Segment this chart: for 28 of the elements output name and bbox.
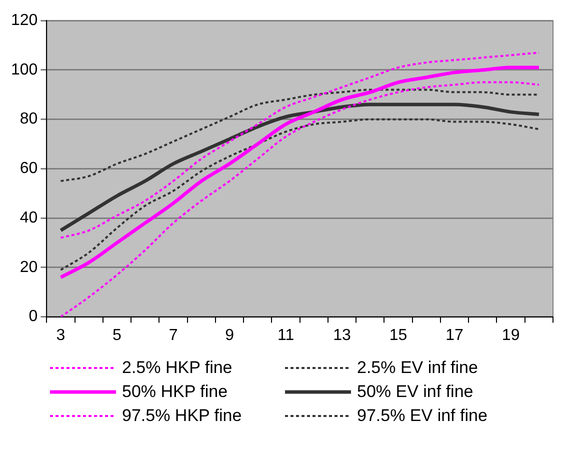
- line-series: [59, 66, 541, 280]
- x-tick-label: 3: [56, 326, 66, 344]
- legend-label: 97.5% EV inf fine: [357, 406, 488, 426]
- line-series: [60, 81, 540, 317]
- y-tick-label: 100: [10, 61, 38, 78]
- line-series: [60, 118, 540, 271]
- x-tick-label: 7: [168, 326, 178, 344]
- y-tick-label: 120: [10, 12, 38, 30]
- y-tick-label: 20: [20, 258, 38, 276]
- x-tick-label: 17: [446, 326, 464, 344]
- x-tick-label: 19: [502, 326, 520, 344]
- x-tick-label: 5: [112, 326, 122, 344]
- legend-label: 50% HKP fine: [122, 382, 228, 402]
- line-series: [59, 102, 541, 232]
- y-tick-label: 40: [20, 209, 38, 226]
- x-tick-label: 13: [333, 326, 352, 344]
- legend-label: 2.5% EV inf fine: [357, 358, 478, 378]
- y-tick-label: 60: [20, 160, 38, 178]
- x-tick-label: 15: [389, 326, 408, 344]
- legend-label: 2.5% HKP fine: [122, 358, 232, 378]
- y-tick-label: 0: [28, 308, 38, 326]
- legend-label: 50% EV inf fine: [357, 382, 474, 402]
- x-tick-label: 9: [225, 326, 234, 344]
- x-tick-label: 11: [277, 326, 294, 344]
- line-series: [60, 52, 540, 239]
- y-tick-label: 80: [20, 110, 38, 128]
- line-series: [60, 88, 540, 182]
- legend-label: 97.5% HKP fine: [122, 406, 242, 426]
